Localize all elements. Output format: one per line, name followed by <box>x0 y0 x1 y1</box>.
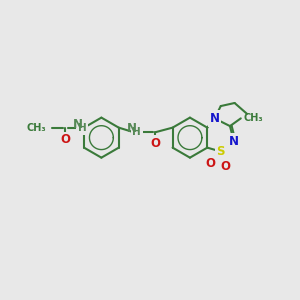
Text: N: N <box>127 122 137 135</box>
Text: N: N <box>210 112 220 125</box>
Text: H: H <box>78 123 86 134</box>
Text: CH₃: CH₃ <box>243 113 263 123</box>
Text: O: O <box>60 134 70 146</box>
Text: O: O <box>205 157 215 170</box>
Text: S: S <box>217 145 225 158</box>
Text: O: O <box>150 136 160 149</box>
Text: H: H <box>132 127 141 137</box>
Text: N: N <box>229 135 239 148</box>
Text: O: O <box>220 160 230 173</box>
Text: N: N <box>73 118 82 131</box>
Text: CH₃: CH₃ <box>26 123 46 134</box>
